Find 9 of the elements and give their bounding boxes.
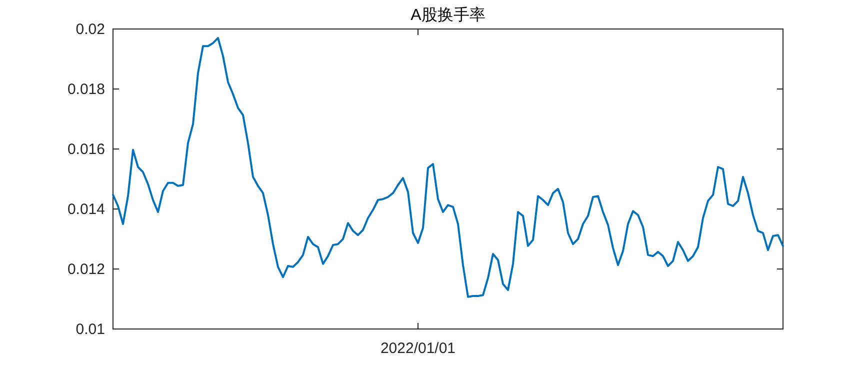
y-tick-label: 0.016 [67,141,105,158]
y-tick-label: 0.012 [67,261,105,278]
y-tick-label: 0.014 [67,201,105,218]
y-tick-label: 0.018 [67,81,105,98]
x-tick-label: 2022/01/01 [380,340,456,357]
y-tick-label: 0.02 [76,21,105,38]
y-tick-label: 0.01 [76,321,105,338]
line-series [112,37,784,298]
chart-title: A股换手率 [410,6,486,24]
